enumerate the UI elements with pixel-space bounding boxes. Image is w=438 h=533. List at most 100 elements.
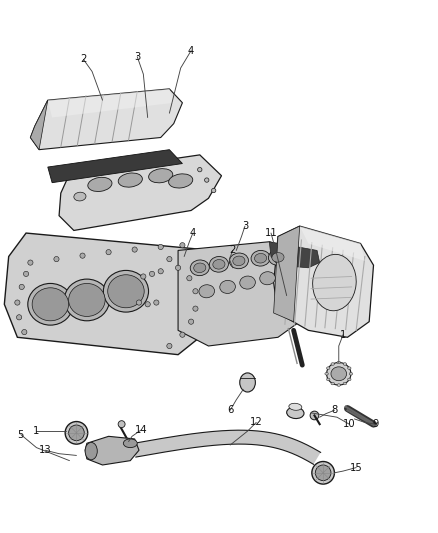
- Ellipse shape: [24, 271, 28, 277]
- Ellipse shape: [331, 362, 335, 365]
- Polygon shape: [30, 89, 182, 150]
- Ellipse shape: [233, 256, 245, 265]
- Ellipse shape: [337, 361, 340, 364]
- Ellipse shape: [326, 367, 330, 369]
- Ellipse shape: [19, 284, 25, 289]
- Text: 15: 15: [350, 463, 363, 473]
- Ellipse shape: [194, 263, 206, 272]
- Ellipse shape: [108, 274, 144, 308]
- Text: 6: 6: [227, 405, 233, 415]
- Ellipse shape: [180, 332, 185, 337]
- Ellipse shape: [260, 272, 276, 285]
- Text: 3: 3: [242, 221, 248, 231]
- Ellipse shape: [190, 260, 209, 276]
- Text: 1: 1: [33, 426, 40, 436]
- Ellipse shape: [106, 249, 111, 255]
- Ellipse shape: [343, 382, 346, 385]
- Ellipse shape: [198, 167, 202, 172]
- Polygon shape: [48, 150, 182, 183]
- Ellipse shape: [74, 192, 86, 201]
- Text: 9: 9: [372, 419, 378, 429]
- Ellipse shape: [176, 265, 181, 270]
- Ellipse shape: [240, 276, 255, 289]
- Ellipse shape: [220, 280, 235, 294]
- Polygon shape: [274, 226, 374, 337]
- Ellipse shape: [15, 300, 20, 305]
- Text: 13: 13: [39, 445, 52, 455]
- Ellipse shape: [136, 300, 141, 305]
- Ellipse shape: [118, 421, 125, 427]
- Ellipse shape: [167, 256, 172, 262]
- Ellipse shape: [64, 279, 110, 321]
- Ellipse shape: [65, 422, 88, 444]
- Ellipse shape: [312, 462, 335, 484]
- Ellipse shape: [310, 411, 319, 420]
- Text: 14: 14: [134, 425, 147, 435]
- Text: 12: 12: [250, 417, 263, 427]
- Ellipse shape: [169, 174, 193, 188]
- Ellipse shape: [88, 177, 112, 191]
- Polygon shape: [30, 100, 48, 150]
- Text: 4: 4: [190, 228, 196, 238]
- Ellipse shape: [28, 284, 73, 325]
- Ellipse shape: [343, 362, 346, 365]
- Ellipse shape: [149, 271, 155, 277]
- Ellipse shape: [69, 425, 84, 441]
- Ellipse shape: [145, 302, 150, 307]
- Ellipse shape: [17, 314, 22, 320]
- Polygon shape: [178, 242, 308, 346]
- Ellipse shape: [188, 319, 194, 324]
- Ellipse shape: [85, 442, 97, 460]
- Ellipse shape: [326, 378, 330, 381]
- Text: 1: 1: [340, 330, 346, 340]
- Ellipse shape: [209, 256, 229, 272]
- Ellipse shape: [212, 188, 216, 192]
- Ellipse shape: [132, 247, 137, 252]
- Ellipse shape: [141, 274, 146, 279]
- Ellipse shape: [32, 288, 69, 321]
- Polygon shape: [269, 242, 320, 268]
- Polygon shape: [399, 390, 424, 410]
- Ellipse shape: [327, 362, 351, 385]
- Text: 10: 10: [343, 419, 356, 429]
- Ellipse shape: [325, 373, 328, 375]
- Ellipse shape: [268, 249, 287, 265]
- Polygon shape: [274, 226, 300, 321]
- Ellipse shape: [331, 382, 335, 385]
- Polygon shape: [48, 89, 174, 118]
- Text: 4: 4: [188, 46, 194, 55]
- Ellipse shape: [167, 343, 172, 349]
- Polygon shape: [85, 437, 139, 465]
- Ellipse shape: [348, 378, 351, 381]
- Ellipse shape: [331, 367, 346, 381]
- Polygon shape: [4, 233, 213, 354]
- Ellipse shape: [289, 403, 302, 410]
- Text: 3: 3: [134, 52, 140, 62]
- Ellipse shape: [148, 168, 173, 183]
- Text: 11: 11: [265, 228, 277, 238]
- Ellipse shape: [254, 254, 267, 263]
- Ellipse shape: [277, 270, 293, 283]
- Ellipse shape: [348, 367, 351, 369]
- Text: 2: 2: [230, 245, 236, 255]
- Text: 8: 8: [331, 405, 338, 415]
- Ellipse shape: [272, 253, 284, 262]
- Ellipse shape: [193, 289, 198, 294]
- Ellipse shape: [251, 251, 270, 266]
- Ellipse shape: [240, 373, 255, 392]
- Ellipse shape: [349, 373, 353, 375]
- Ellipse shape: [315, 465, 331, 481]
- Ellipse shape: [199, 285, 215, 298]
- Ellipse shape: [205, 178, 209, 182]
- Ellipse shape: [337, 384, 340, 386]
- Ellipse shape: [180, 243, 185, 248]
- Polygon shape: [134, 430, 321, 464]
- Ellipse shape: [103, 270, 148, 312]
- Ellipse shape: [187, 276, 192, 281]
- Ellipse shape: [22, 329, 27, 335]
- Ellipse shape: [118, 173, 142, 187]
- Text: 5: 5: [18, 430, 24, 440]
- Ellipse shape: [193, 306, 198, 311]
- Ellipse shape: [124, 439, 137, 448]
- Ellipse shape: [287, 407, 304, 418]
